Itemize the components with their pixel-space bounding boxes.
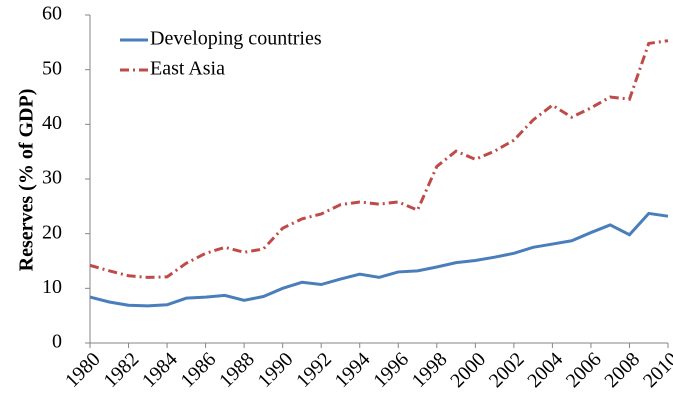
x-tick-label: 1992 xyxy=(292,348,336,392)
y-tick-label: 40 xyxy=(42,112,62,134)
y-tick-label: 10 xyxy=(42,276,62,298)
x-tick-label: 1998 xyxy=(408,348,452,392)
x-tick-label: 1988 xyxy=(215,348,259,392)
x-tick-label: 1990 xyxy=(254,348,298,392)
x-tick-label: 2002 xyxy=(485,348,529,392)
x-tick-label: 1982 xyxy=(99,348,143,392)
x-tick-label: 2004 xyxy=(523,348,567,392)
x-tick-label: 2006 xyxy=(562,348,606,392)
y-tick-label: 50 xyxy=(42,57,62,79)
legend-label: East Asia xyxy=(150,58,225,80)
series-line xyxy=(89,211,669,308)
x-tick-label: 1986 xyxy=(177,348,221,392)
x-tick-label: 1996 xyxy=(369,348,413,392)
y-tick-label: 60 xyxy=(42,3,62,25)
y-axis-label: Reserves (% of GDP) xyxy=(16,89,38,272)
y-tick-label: 30 xyxy=(42,167,62,189)
series-line xyxy=(89,39,669,279)
x-tick-label: 1984 xyxy=(138,348,182,392)
y-tick-label: 0 xyxy=(52,331,62,353)
y-tick-label: 20 xyxy=(42,221,62,243)
legend-label: Developing countries xyxy=(150,28,322,50)
x-tick-label: 2010 xyxy=(639,348,673,392)
x-tick-label: 2008 xyxy=(600,348,644,392)
x-tick-label: 1980 xyxy=(61,348,105,392)
x-tick-label: 1994 xyxy=(331,348,375,392)
x-tick-label: 2000 xyxy=(446,348,490,392)
